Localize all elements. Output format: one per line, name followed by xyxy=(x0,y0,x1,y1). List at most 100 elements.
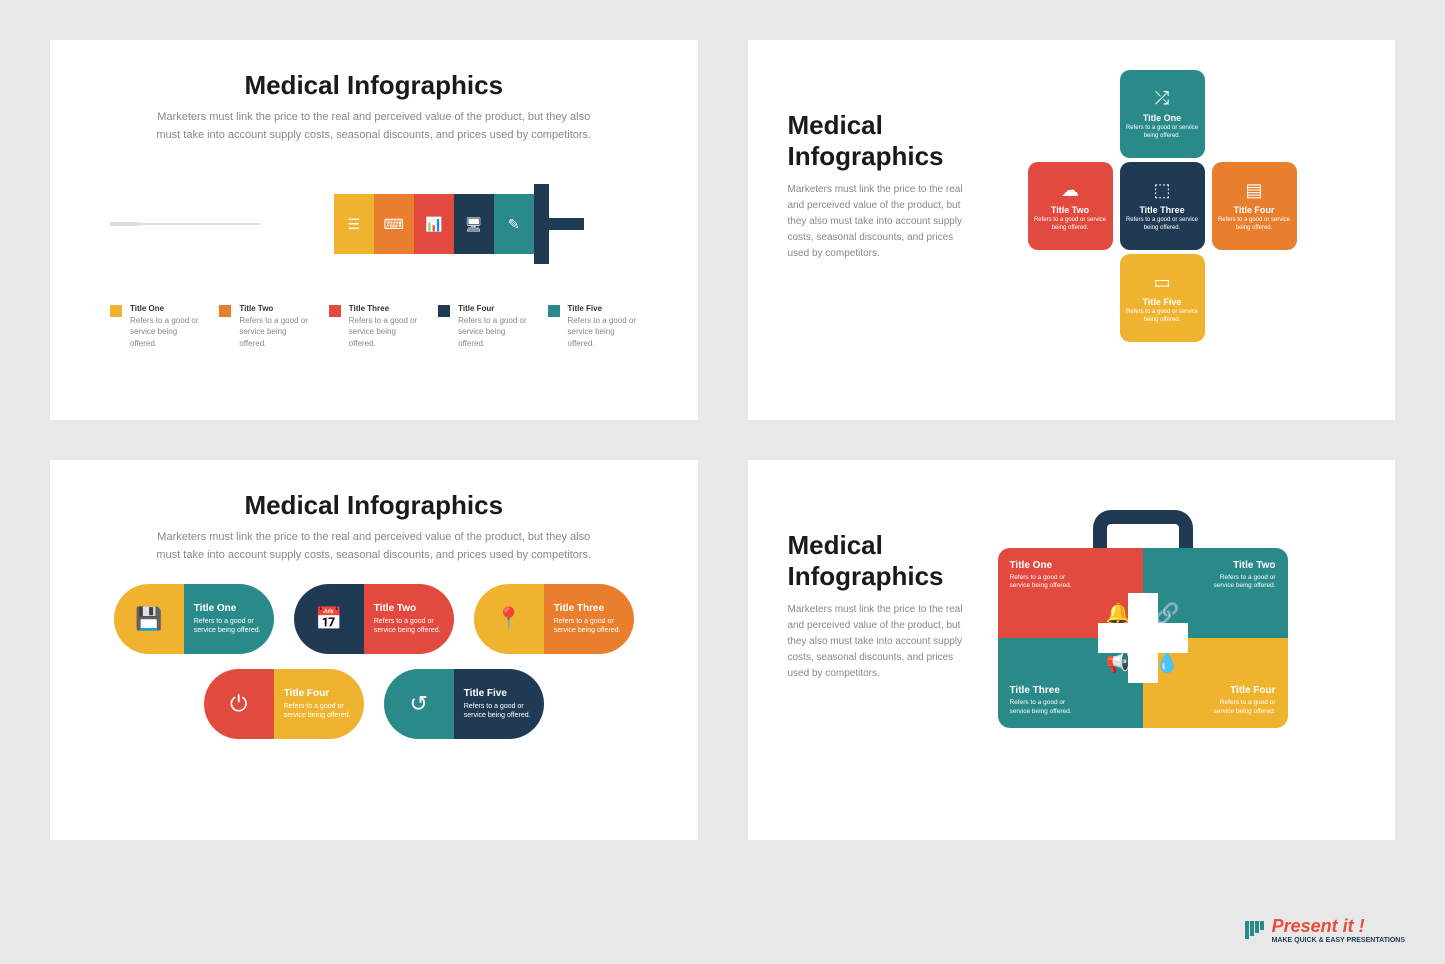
box-icon: ⬚ xyxy=(1153,180,1170,201)
box-icon: ▭ xyxy=(1153,272,1170,293)
syringe-segment: 🖥 xyxy=(454,194,494,254)
slide-title: Medical Infographics xyxy=(90,70,658,101)
legend-swatch xyxy=(329,305,341,317)
box-icon: ⤮ xyxy=(1155,88,1169,109)
syringe-segment: ⌨ xyxy=(374,194,414,254)
legend-desc: Refers to a good or service being offere… xyxy=(349,315,419,349)
kit-body: Title One Refers to a good or service be… xyxy=(998,548,1288,728)
legend-item: Title One Refers to a good or service be… xyxy=(110,304,200,349)
pill: ⏻ Title Four Refers to a good or service… xyxy=(204,669,364,739)
pill-content: Title One Refers to a good or service be… xyxy=(184,584,274,654)
logo-bars-icon xyxy=(1245,921,1264,939)
box-title: Title Two xyxy=(1051,205,1089,215)
legend-title: Title Four xyxy=(458,304,528,313)
legend-desc: Refers to a good or service being offere… xyxy=(458,315,528,349)
cross-box: ☁ Title Two Refers to a good or service … xyxy=(1028,162,1113,250)
pill-content: Title Four Refers to a good or service b… xyxy=(274,669,364,739)
pill-icon: ↺ xyxy=(384,669,454,739)
brand-logo: Present it ! MAKE QUICK & EASY PRESENTAT… xyxy=(1245,916,1405,944)
kit-title: Title One xyxy=(1010,560,1053,571)
kit-desc: Refers to a good or service being offere… xyxy=(1010,574,1080,591)
pill-desc: Refers to a good or service being offere… xyxy=(194,617,264,635)
kit-desc: Refers to a good or service being offere… xyxy=(1206,699,1276,716)
box-title: Title Five xyxy=(1143,297,1182,307)
pill-desc: Refers to a good or service being offere… xyxy=(284,702,354,720)
pill: 💾 Title One Refers to a good or service … xyxy=(114,584,274,654)
pill-title: Title Three xyxy=(554,603,624,614)
syringe-segment: ☰ xyxy=(334,194,374,254)
legend-item: Title Two Refers to a good or service be… xyxy=(219,304,309,349)
cross-box: ⬚ Title Three Refers to a good or servic… xyxy=(1120,162,1205,250)
box-desc: Refers to a good or service being offere… xyxy=(1034,217,1107,233)
slide-kit: Medical Infographics Marketers must link… xyxy=(748,460,1396,840)
legend-desc: Refers to a good or service being offere… xyxy=(130,315,200,349)
logo-tagline: MAKE QUICK & EASY PRESENTATIONS xyxy=(1272,937,1405,944)
slide-subtitle: Marketers must link the price to the rea… xyxy=(788,182,968,262)
pill-title: Title Two xyxy=(374,603,444,614)
cross-grid: ⤮ Title One Refers to a good or service … xyxy=(1028,70,1298,360)
pill: 📅 Title Two Refers to a good or service … xyxy=(294,584,454,654)
pill-content: Title Three Refers to a good or service … xyxy=(544,584,634,654)
slide-cross: Medical Infographics Marketers must link… xyxy=(748,40,1396,420)
legend-item: Title Four Refers to a good or service b… xyxy=(438,304,528,349)
pill: 📍 Title Three Refers to a good or servic… xyxy=(474,584,634,654)
box-icon: ☁ xyxy=(1061,180,1079,201)
slide-subtitle: Marketers must link the price to the rea… xyxy=(149,529,599,564)
slide-title: Medical Infographics xyxy=(788,110,988,172)
pill: ↺ Title Five Refers to a good or service… xyxy=(384,669,544,739)
legend-title: Title Two xyxy=(239,304,309,313)
slide-title: Medical Infographics xyxy=(90,490,658,521)
pill-title: Title Five xyxy=(464,688,534,699)
slide-title: Medical Infographics xyxy=(788,530,968,592)
pill-title: Title One xyxy=(194,603,264,614)
pill-desc: Refers to a good or service being offere… xyxy=(374,617,444,635)
legend-title: Title Five xyxy=(568,304,638,313)
box-title: Title One xyxy=(1143,113,1181,123)
cross-box: ▤ Title Four Refers to a good or service… xyxy=(1212,162,1297,250)
syringe-graphic: ☰⌨📊🖥✎ xyxy=(90,174,658,274)
box-title: Title Three xyxy=(1139,205,1184,215)
syringe-plunger-tail xyxy=(549,218,584,230)
syringe-segment: ✎ xyxy=(494,194,534,254)
pill-content: Title Two Refers to a good or service be… xyxy=(364,584,454,654)
kit-title: Title Three xyxy=(1010,685,1060,696)
legend-title: Title Three xyxy=(349,304,419,313)
syringe-legend: Title One Refers to a good or service be… xyxy=(90,304,658,349)
box-icon: ▤ xyxy=(1245,180,1262,201)
kit-title: Title Four xyxy=(1230,685,1275,696)
legend-swatch xyxy=(438,305,450,317)
medical-kit: Title One Refers to a good or service be… xyxy=(998,510,1288,740)
pill-content: Title Five Refers to a good or service b… xyxy=(454,669,544,739)
legend-title: Title One xyxy=(130,304,200,313)
cross-box: ▭ Title Five Refers to a good or service… xyxy=(1120,254,1205,342)
kit-cross-icon xyxy=(1098,593,1188,683)
pills-row: 💾 Title One Refers to a good or service … xyxy=(90,584,658,654)
pills-wrap: 💾 Title One Refers to a good or service … xyxy=(90,584,658,739)
pills-row: ⏻ Title Four Refers to a good or service… xyxy=(90,669,658,739)
pill-icon: 📍 xyxy=(474,584,544,654)
legend-desc: Refers to a good or service being offere… xyxy=(239,315,309,349)
kit-desc: Refers to a good or service being offere… xyxy=(1010,699,1080,716)
slide-subtitle: Marketers must link the price to the rea… xyxy=(788,602,968,682)
legend-swatch xyxy=(219,305,231,317)
kit-desc: Refers to a good or service being offere… xyxy=(1206,574,1276,591)
legend-swatch xyxy=(110,305,122,317)
legend-swatch xyxy=(548,305,560,317)
syringe-barrel: ☰⌨📊🖥✎ xyxy=(334,194,534,254)
pill-desc: Refers to a good or service being offere… xyxy=(554,617,624,635)
pill-icon: 💾 xyxy=(114,584,184,654)
box-desc: Refers to a good or service being offere… xyxy=(1126,309,1199,325)
box-desc: Refers to a good or service being offere… xyxy=(1218,217,1291,233)
cross-box: ⤮ Title One Refers to a good or service … xyxy=(1120,70,1205,158)
logo-name: Present it ! xyxy=(1272,916,1405,937)
legend-item: Title Five Refers to a good or service b… xyxy=(548,304,638,349)
syringe-plunger xyxy=(534,184,549,264)
box-desc: Refers to a good or service being offere… xyxy=(1126,125,1199,141)
syringe-needle xyxy=(140,223,260,225)
box-title: Title Four xyxy=(1234,205,1275,215)
slide-syringe: Medical Infographics Marketers must link… xyxy=(50,40,698,420)
pill-icon: ⏻ xyxy=(204,669,274,739)
legend-item: Title Three Refers to a good or service … xyxy=(329,304,419,349)
kit-title: Title Two xyxy=(1233,560,1275,571)
slide-pills: Medical Infographics Marketers must link… xyxy=(50,460,698,840)
